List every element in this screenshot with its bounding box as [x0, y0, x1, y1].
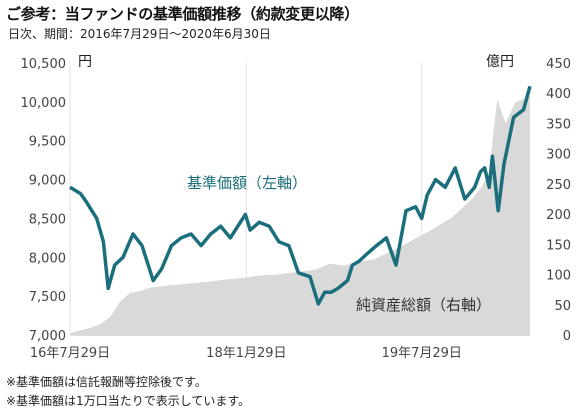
left-axis-ticks: 7,000 7,500 8,000 8,500 9,000 9,500 10,000 10,5… — [21, 57, 67, 344]
right-axis-unit: 億円 — [486, 54, 514, 70]
footnote-1: ※基準価額は信託報酬等控除後です。 — [6, 375, 207, 389]
left-tick-label: 8,500 — [29, 212, 66, 227]
chart-title: ご参考：当ファンドの基準価額推移（約款変更以降） — [6, 5, 359, 23]
x-tick-label: 16年7月29日 — [30, 346, 110, 361]
right-tick-label: 200 — [546, 208, 571, 223]
nav-series-label: 基準価額（左軸） — [187, 174, 307, 192]
x-axis-ticks: 16年7月29日 18年1月29日 19年7月29日 — [30, 346, 462, 361]
right-tick-label: 100 — [546, 269, 571, 284]
left-tick-label: 9,000 — [29, 174, 66, 189]
right-tick-label: 150 — [546, 238, 571, 253]
left-tick-label: 10,500 — [21, 57, 67, 72]
net-assets-area — [70, 96, 530, 335]
left-axis-unit: 円 — [78, 54, 92, 70]
right-tick-label: 350 — [546, 117, 571, 132]
assets-series-label: 純資産総額（右軸） — [356, 296, 491, 314]
left-tick-label: 7,500 — [29, 290, 66, 305]
right-tick-label: 450 — [546, 57, 571, 72]
chart-subtitle: 日次、期間：2016年7月29日～2020年6月30日 — [8, 27, 271, 41]
nav-line — [69, 85, 532, 306]
left-tick-label: 9,500 — [29, 135, 66, 150]
left-tick-label: 10,000 — [21, 96, 67, 111]
left-tick-label: 7,000 — [29, 329, 66, 344]
right-tick-label: 50 — [554, 299, 571, 314]
x-tick-label: 19年7月29日 — [382, 346, 462, 361]
right-tick-label: 0 — [563, 329, 571, 344]
x-tick-label: 18年1月29日 — [206, 346, 286, 361]
right-tick-label: 300 — [546, 148, 571, 163]
right-tick-label: 250 — [546, 178, 571, 193]
footnote-2: ※基準価額は1万口当たりで表示しています。 — [6, 394, 251, 408]
right-axis-ticks: 0 50 100 150 200 250 300 350 400 450 — [546, 57, 571, 344]
right-tick-label: 400 — [546, 87, 571, 102]
left-tick-label: 8,000 — [29, 251, 66, 266]
